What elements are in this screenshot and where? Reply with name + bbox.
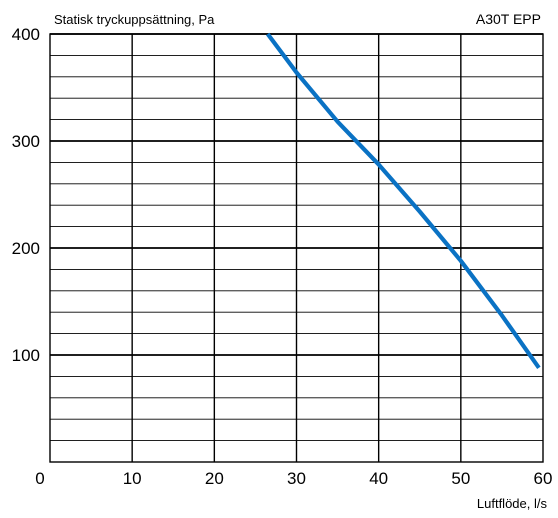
chart-title: A30T EPP (476, 11, 541, 27)
x-tick-label: 0 (35, 469, 44, 488)
series-line (266, 32, 541, 370)
tick-labels: 0 10 20 30 40 50 60 100 200 300 400 (12, 25, 553, 488)
major-gridlines (49, 33, 544, 463)
y-tick-label: 100 (12, 346, 40, 365)
y-tick-label: 300 (12, 132, 40, 151)
series-group (266, 32, 541, 370)
x-tick-label: 50 (451, 469, 470, 488)
x-tick-label: 30 (287, 469, 306, 488)
x-tick-label: 20 (205, 469, 224, 488)
y-axis-label: Statisk tryckuppsättning, Pa (54, 12, 215, 27)
y-tick-label: 200 (12, 239, 40, 258)
x-tick-label: 10 (123, 469, 142, 488)
x-tick-label: 40 (369, 469, 388, 488)
x-axis-label: Luftflöde, l/s (477, 496, 548, 511)
y-tick-label: 400 (12, 25, 40, 44)
x-tick-label: 60 (534, 469, 553, 488)
